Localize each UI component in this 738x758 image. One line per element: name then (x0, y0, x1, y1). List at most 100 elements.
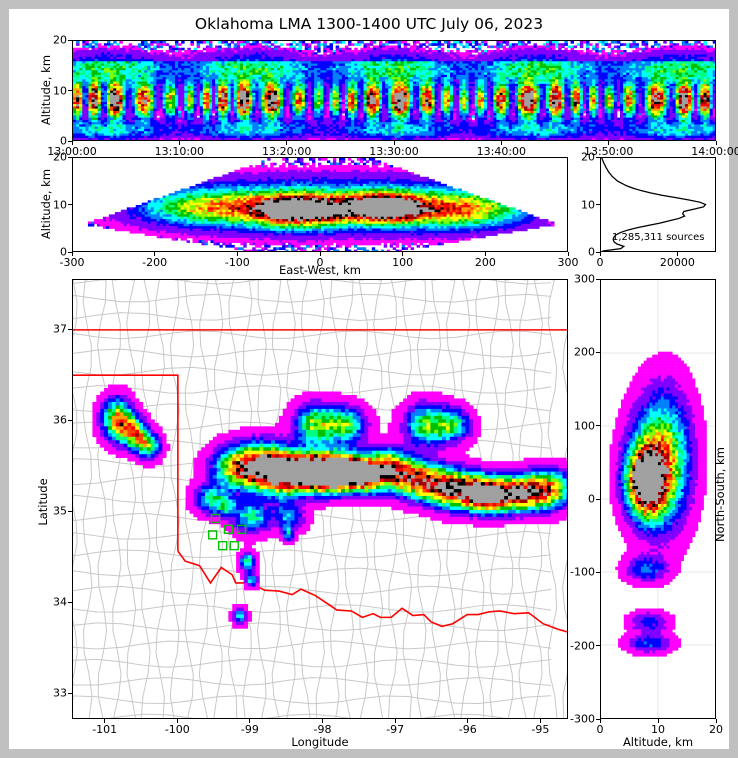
north-south-ytick: 200 (574, 345, 595, 359)
altitude-histogram-ytick: 0 (588, 245, 595, 259)
east-west-xtickmark (319, 252, 321, 256)
east-west-xtick: 300 (557, 256, 579, 269)
time-height-xtickmark (178, 141, 180, 145)
plan-view-map-panel[interactable] (72, 279, 568, 719)
east-west-ytickmark (68, 204, 72, 205)
map-xtick: -100 (164, 723, 190, 736)
map-xtickmark (249, 719, 251, 723)
altitude-histogram-panel[interactable] (600, 157, 716, 252)
time-height-xtickmark (393, 141, 395, 145)
map-xtick: -96 (458, 723, 477, 736)
east-west-xtickmark (236, 252, 238, 256)
map-ytickmark (68, 328, 72, 330)
time-height-xtick: 13:30:00 (369, 145, 419, 158)
north-south-ytickmark (596, 498, 600, 500)
time-height-panel[interactable] (72, 40, 716, 141)
page-title: Oklahoma LMA 1300-1400 UTC July 06, 2023 (194, 15, 544, 33)
time-height-xtickmark (608, 141, 610, 145)
altitude-histogram-xtick: 0 (596, 256, 604, 269)
east-west-xtick: -200 (142, 256, 168, 269)
source-count-label: 1,285,311 sources (612, 232, 705, 243)
east-west-panel[interactable] (72, 157, 568, 252)
map-ytickmark (68, 510, 72, 512)
north-south-xtickmark (715, 719, 717, 723)
east-west-ytick: 20 (53, 150, 67, 164)
altitude-histogram-ytickmark (596, 251, 600, 253)
north-south-xlabel: Altitude, km (622, 735, 694, 749)
east-west-xtickmark (154, 252, 156, 256)
time-height-xtickmark (71, 141, 73, 145)
map-ytickmark (68, 692, 72, 694)
north-south-ytickmark (596, 351, 600, 353)
time-height-xtickmark (500, 141, 502, 145)
figure-canvas: Oklahoma LMA 1300-1400 UTC July 06, 2023… (9, 9, 738, 749)
time-height-ytick: 10 (53, 84, 67, 97)
east-west-xtickmark (484, 252, 486, 256)
north-south-ytick: 300 (574, 272, 595, 286)
east-west-ytick: 10 (53, 198, 67, 211)
time-height-xtick: 13:50:00 (583, 145, 634, 158)
map-ytick: 34 (53, 595, 67, 609)
map-xlabel: Longitude (291, 735, 349, 749)
altitude-histogram-xtickmark (599, 252, 601, 256)
east-west-xtick: 200 (474, 256, 496, 269)
time-height-ytick: 0 (60, 134, 67, 148)
north-south-ytickmark (596, 645, 600, 647)
north-south-xtick: 0 (596, 723, 604, 736)
north-south-ytickmark (596, 571, 600, 573)
east-west-xtick: 0 (316, 256, 324, 269)
time-height-xtick: 13:10:00 (154, 145, 205, 158)
north-south-ylabel: North-South, km (713, 447, 727, 542)
north-south-ytickmark (596, 278, 600, 280)
altitude-histogram-ytick: 20 (581, 150, 595, 164)
map-xtick: -95 (531, 723, 550, 736)
time-height-ytickmark (68, 140, 72, 142)
time-height-xtickmark (715, 141, 717, 145)
north-south-xtickmark (657, 719, 659, 723)
map-ytickmark (68, 419, 72, 421)
north-south-ytick: 100 (574, 419, 595, 433)
time-height-xtick: 13:40:00 (476, 145, 527, 158)
east-west-xtickmark (567, 252, 569, 256)
north-south-panel[interactable] (600, 279, 716, 719)
east-west-xtick: -300 (59, 256, 85, 269)
altitude-histogram-xtickmark (676, 252, 678, 256)
east-west-ytickmark (68, 251, 72, 253)
north-south-xtick: 20 (709, 723, 723, 736)
time-height-xtick: 13:00:00 (47, 145, 97, 158)
east-west-ytick: 0 (60, 245, 67, 259)
map-ytick: 35 (53, 504, 67, 518)
time-height-xtick: 13:20:00 (261, 145, 312, 158)
map-xtick: -99 (240, 723, 259, 736)
east-west-ytickmark (68, 156, 72, 158)
map-ytick: 33 (53, 686, 67, 700)
altitude-histogram-ytick: 10 (581, 198, 595, 211)
east-west-xtickmark (402, 252, 404, 256)
map-xtickmark (322, 719, 324, 723)
east-west-xtick: 100 (392, 256, 414, 269)
map-xtick: -98 (313, 723, 332, 736)
map-ylabel: Latitude (36, 478, 50, 526)
east-west-xtick: -100 (224, 256, 250, 269)
time-height-ytick: 20 (53, 33, 67, 47)
north-south-xtick: 10 (651, 723, 665, 736)
map-xtickmark (176, 719, 178, 723)
altitude-histogram-ytickmark (596, 156, 600, 158)
map-ytickmark (68, 601, 72, 603)
north-south-ytickmark (596, 425, 600, 427)
map-xtick: -101 (92, 723, 118, 736)
altitude-histogram-ytickmark (596, 204, 600, 205)
north-south-ytick: 0 (588, 492, 595, 506)
map-ytick: 37 (53, 322, 67, 336)
north-south-xtickmark (599, 719, 601, 723)
map-xtick: -97 (386, 723, 405, 736)
north-south-ytick: -100 (570, 565, 595, 579)
map-ytick: 36 (53, 413, 67, 427)
map-xtickmark (467, 719, 469, 723)
time-height-ytickmark (68, 39, 72, 41)
altitude-histogram-xtick: 20000 (659, 256, 695, 269)
east-west-xlabel: East-West, km (279, 263, 361, 277)
north-south-ytick: -200 (570, 639, 595, 653)
map-xtickmark (539, 719, 541, 723)
map-xtickmark (104, 719, 106, 723)
